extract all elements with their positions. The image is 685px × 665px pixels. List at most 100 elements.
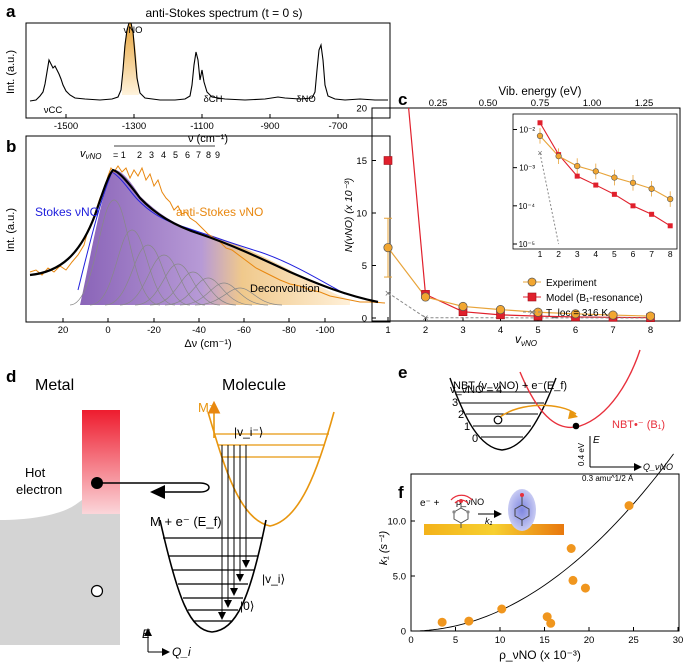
panel-f-xlabel: ρ_νNO (x 10⁻³) (499, 648, 581, 662)
fit-curve (29, 168, 379, 304)
b-tick-4: -40 (192, 325, 206, 336)
inset-experiment-point (574, 162, 581, 170)
energy-scale: 0.4 eV (577, 442, 586, 466)
vnum-5: 5 (173, 150, 178, 160)
panel-c-main-plot: ×× (383, 107, 656, 325)
f-ytick-label: 10.0 (388, 517, 407, 528)
inset-ytick-label: 10⁻² (519, 125, 535, 134)
v-label: v_νNO = 4 (450, 384, 502, 396)
inset-experiment-point (592, 168, 599, 175)
electron-transfer-arrow (150, 485, 165, 499)
b-tick-2: 0 (105, 325, 110, 336)
stokes-label: Stokes νNO (35, 205, 99, 219)
inset-xtick-label: 6 (631, 249, 636, 259)
panel-b-label: b (6, 137, 16, 156)
c-top-tick-5: 1.25 (635, 98, 654, 109)
q-scale: 0.3 amu^1/2 Å (582, 474, 634, 483)
a-tick-5: -700 (328, 121, 347, 132)
c-top-tick-4: 1.00 (583, 98, 602, 109)
c-ytick-label: 10 (356, 209, 367, 220)
f-xtick-label: 15 (539, 635, 550, 646)
legend-model-marker (527, 292, 537, 302)
hot-electron-label-1: Hot (25, 465, 46, 480)
level-2: 2 (458, 409, 464, 421)
c-xtick-label: 6 (573, 325, 578, 336)
experiment-line (387, 247, 651, 317)
peak-label-dch: δCH (203, 94, 222, 105)
inset-xtick-label: 7 (649, 249, 654, 259)
anion-levels (214, 433, 329, 458)
inset-model-point (574, 173, 580, 179)
vi-label: |v_i⟩ (262, 572, 285, 586)
c-xtick-label: 8 (648, 325, 653, 336)
nbt-parabola (449, 377, 557, 451)
inset-xtick-label: 2 (556, 249, 561, 259)
c-top-tick-3: 0.75 (531, 98, 550, 109)
inset-experiment-point (555, 153, 562, 160)
panel-c-top-ticks: 0.25 0.50 0.75 1.00 1.25 (429, 98, 654, 109)
inset-xtick-label: 5 (612, 249, 617, 259)
scatter-point (546, 618, 556, 628)
metal-band-grey (0, 500, 82, 645)
panel-a-ylabel: Int. (a.u.) (5, 50, 17, 94)
scatter-point (568, 575, 578, 585)
panel-f-plot (410, 453, 674, 632)
q-axis-label: Q_νNO (643, 462, 673, 472)
inset-tloc-line (539, 153, 560, 245)
experiment-point (570, 309, 581, 319)
vnum-label: vνNO (80, 148, 102, 161)
zero-label: |0⟩ (240, 599, 254, 613)
scatter-point (624, 501, 634, 511)
stokes-curve (77, 171, 346, 295)
a-tick-2: -1300 (122, 121, 146, 132)
legend-experiment: Experiment (546, 278, 597, 289)
metal-label: Metal (35, 377, 74, 394)
vnum-7: 7 (196, 150, 201, 160)
c-ytick-label: 5 (362, 261, 367, 272)
panel-b-xticks: 20 0 -20 -40 -60 -80 -100 (58, 318, 335, 336)
inset-k1-label: k₁ (485, 516, 493, 526)
b-tick-5: -60 (237, 325, 251, 336)
level-0: 0 (472, 433, 478, 445)
deconvolution-peaks (69, 199, 283, 306)
panel-e-label: e (398, 363, 407, 382)
a-tick-1: -1500 (54, 121, 78, 132)
inset-experiment-point (667, 196, 674, 203)
scatter-point (566, 544, 576, 553)
tloc-point: × (422, 313, 428, 325)
panel-f-ylabel: k₁ (s⁻¹) (378, 531, 390, 566)
model-point (383, 156, 393, 165)
m-plus-label: M + e⁻ (E_f) (150, 514, 222, 529)
c-top-tick-2: 0.50 (479, 98, 498, 109)
hole-dot (90, 584, 104, 598)
c-ytick-label: 15 (356, 156, 367, 167)
scatter-point (580, 583, 590, 593)
vnum-1: = 1 (113, 150, 126, 160)
panel-c-ylabel: N(νNO) (x 10⁻³) (343, 178, 355, 252)
peak-label-vcc: νCC (44, 105, 63, 116)
experiment-point (645, 311, 656, 321)
e-filled-dot (572, 422, 580, 430)
hot-electron-label-2: electron (16, 482, 62, 497)
panel-b-xlabel: Δν (cm⁻¹) (184, 338, 231, 350)
metal-hot-band (82, 410, 120, 514)
panel-c-inset-plot: 10⁻² 10⁻³ 10⁻⁴ 10⁻⁵1 2 3 4 5 6 7 8 × (513, 120, 674, 259)
nbt-levels (455, 391, 549, 438)
experiment-point (608, 310, 618, 320)
panel-f-label: f (398, 483, 404, 502)
inset-model-point (593, 182, 599, 188)
e-axis-label: E (593, 435, 600, 446)
scatter-point (464, 616, 474, 626)
transition-arrows (218, 445, 250, 620)
vnum-8: 8 (206, 150, 211, 160)
f-xtick-label: 0 (408, 635, 413, 646)
inset-xtick-label: 3 (575, 249, 580, 259)
legend-tloc-marker: × (529, 307, 535, 319)
c-ytick-label: 20 (356, 104, 367, 115)
hot-electron-dot (91, 477, 103, 489)
panel-c-frame (371, 107, 681, 322)
inset-ytick-label: 10⁻⁴ (518, 202, 535, 211)
panel-f-inset: ρ_νNO e⁻ + k₁ (420, 489, 564, 535)
experiment-point (383, 243, 393, 253)
